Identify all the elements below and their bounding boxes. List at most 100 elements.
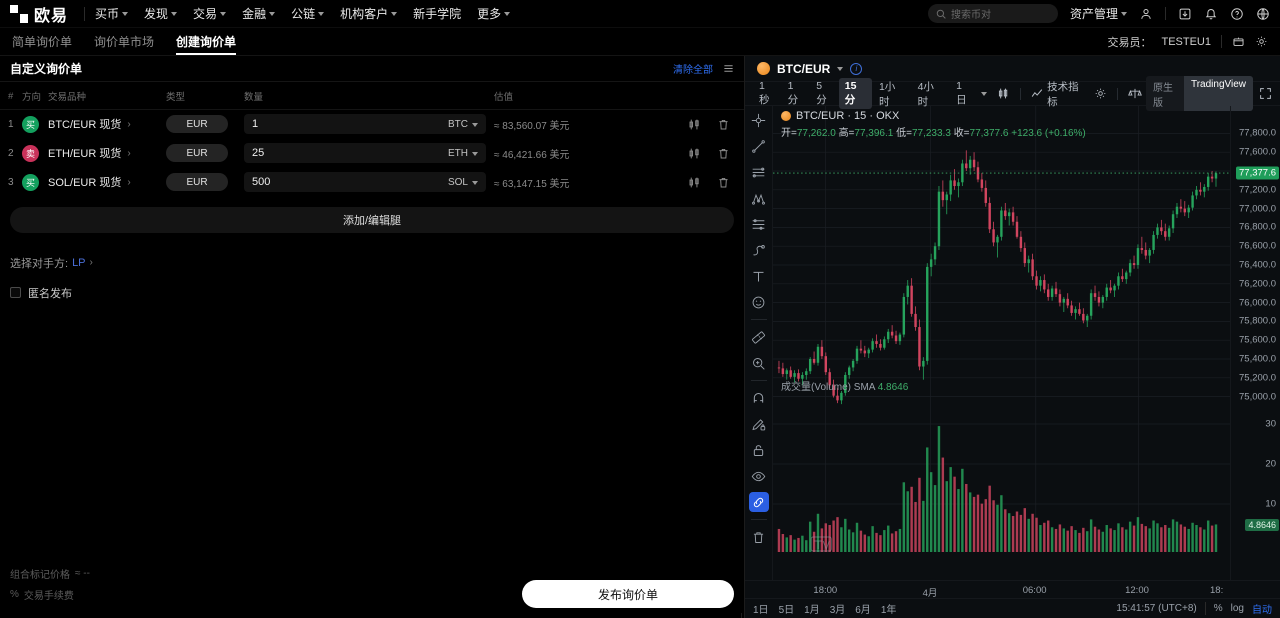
horizontal-lines-tool-icon[interactable] [749,162,769,182]
nav-item-more[interactable]: 更多 [477,5,511,22]
lock-icon[interactable] [749,440,769,460]
clear-all-button[interactable]: 清除全部 [673,65,713,76]
range-6m[interactable]: 6月 [855,605,871,616]
row-symbol[interactable]: BTC/EUR 现货 › [48,110,166,139]
chevron-down-icon[interactable] [980,91,987,96]
range-1m[interactable]: 1月 [804,605,820,616]
delete-row-icon[interactable] [717,118,730,131]
nav-item-institutional[interactable]: 机构客户 [340,5,398,22]
range-5d[interactable]: 5日 [778,605,795,616]
table-row[interactable]: 1 买 BTC/EUR 现货 › EUR [0,110,744,139]
add-edit-leg-button[interactable]: 添加/编辑腿 [10,206,734,233]
object-tree-link-icon[interactable] [748,492,769,512]
nav-item-finance[interactable]: 金融 [242,5,276,22]
chevron-down-icon[interactable] [837,67,844,71]
hide-drawings-eye-icon[interactable] [749,466,769,486]
scale-log-button[interactable]: log [1230,603,1244,614]
publish-rfq-button[interactable]: 发布询价单 [522,580,734,608]
compare-icon[interactable] [1125,85,1145,102]
user-icon[interactable] [1139,7,1153,21]
price-axis[interactable]: 77,800.077,600.077,400.077,200.077,000.0… [1230,106,1280,580]
view-mode-tradingview[interactable]: TradingView [1183,76,1253,111]
row-side[interactable]: 买 [22,110,48,139]
search-input[interactable]: 搜索币对 [927,4,1058,23]
globe-icon[interactable] [1256,7,1270,21]
menu-icon[interactable] [723,63,734,74]
timeframe-1h[interactable]: 1小时 [878,80,896,108]
candlestick-chart-icon[interactable] [688,176,701,189]
table-row[interactable]: 3 买 SOL/EUR 现货 › EUR [0,168,744,197]
nav-item-discover[interactable]: 发现 [144,5,178,22]
view-mode-native[interactable]: 原生版 [1153,82,1173,109]
timeframe-5m[interactable]: 5分 [816,80,827,106]
row-side[interactable]: 买 [22,168,48,197]
brand-logo[interactable]: 欧易 [10,2,68,26]
chart-type-icon[interactable] [994,85,1013,102]
pitchfork-tool-icon[interactable] [749,188,769,208]
download-icon[interactable] [1178,7,1192,21]
table-row[interactable]: 2 卖 ETH/EUR 现货 › EUR [0,139,744,168]
nav-item-buy[interactable]: 买币 [95,5,129,22]
checkbox-icon[interactable] [10,287,21,298]
tab-rfq-market[interactable]: 询价单市场 [94,28,154,55]
chart-settings-gear-icon[interactable] [1091,85,1110,102]
info-icon[interactable]: i [850,62,863,75]
timeframe-15m[interactable]: 15分 [838,78,872,109]
nav-item-academy[interactable]: 新手学院 [413,5,461,22]
quantity-unit-select[interactable]: SOL [448,177,478,188]
anonymous-publish-checkbox[interactable]: 匿名发布 [10,285,744,301]
resize-handle[interactable] [734,608,743,618]
bell-icon[interactable] [1204,7,1218,21]
row-type[interactable]: EUR [166,139,244,168]
row-type[interactable]: EUR [166,110,244,139]
range-1d[interactable]: 1日 [753,605,769,616]
quantity-unit-select[interactable]: ETH [448,148,478,159]
indicators-button[interactable]: 技术指标 [1028,77,1090,111]
row-symbol[interactable]: SOL/EUR 现货 › [48,168,166,197]
fullscreen-icon[interactable] [1259,87,1272,100]
quantity-unit-select[interactable]: BTC [448,119,478,130]
counterparty-selector[interactable]: 选择对手方: LP › [10,255,744,271]
row-quantity[interactable]: 500 SOL [244,168,494,197]
timeframe-1m[interactable]: 1分 [787,80,799,106]
row-side[interactable]: 卖 [22,139,48,168]
timeframe-1d[interactable]: 1日 [956,80,967,106]
text-tool-icon[interactable] [749,266,769,286]
view-mode-toggle[interactable]: 原生版 TradingView [1146,76,1253,111]
tab-simple-rfq[interactable]: 简单询价单 [12,28,72,55]
range-1y[interactable]: 1年 [880,605,897,616]
assets-management-menu[interactable]: 资产管理 [1070,5,1127,22]
trend-line-tool-icon[interactable] [749,136,769,156]
nav-item-trade[interactable]: 交易 [193,5,227,22]
row-quantity[interactable]: 1 BTC [244,110,494,139]
range-3m[interactable]: 3月 [829,605,846,616]
delete-row-icon[interactable] [717,176,730,189]
emoji-tool-icon[interactable] [749,292,769,312]
timeframe-1s[interactable]: 1秒 [759,80,770,106]
quantity-input[interactable]: 500 SOL [244,172,486,192]
row-symbol[interactable]: ETH/EUR 现货 › [48,139,166,168]
time-axis[interactable]: 18:00 4月 06:00 12:00 18: [745,580,1280,599]
row-type[interactable]: EUR [166,168,244,197]
measure-ruler-icon[interactable] [749,327,769,347]
drawing-lock-pencil-icon[interactable] [749,414,769,434]
crosshair-tool-icon[interactable] [749,110,769,130]
candlestick-chart-icon[interactable] [688,147,701,160]
brush-tool-icon[interactable] [749,240,769,260]
tab-create-rfq[interactable]: 创建询价单 [176,28,237,55]
row-quantity[interactable]: 25 ETH [244,139,494,168]
quantity-input[interactable]: 1 BTC [244,114,486,135]
candlestick-chart-icon[interactable] [688,118,701,131]
fib-retracement-tool-icon[interactable] [749,214,769,234]
help-icon[interactable] [1230,7,1244,21]
magnet-icon[interactable] [749,388,769,408]
price-plot[interactable]: BTC/EUR · 15 · OKX 开=77,262.0 高=77,396.1… [773,106,1230,580]
nav-item-chain[interactable]: 公链 [291,5,325,22]
timeframe-4h[interactable]: 4小时 [917,80,934,108]
scale-percent-button[interactable]: % [1213,603,1223,614]
zoom-tool-icon[interactable] [749,353,769,373]
quantity-input[interactable]: 25 ETH [244,143,486,163]
scale-auto-button[interactable]: 自动 [1252,605,1272,616]
remove-drawings-trash-icon[interactable] [749,527,769,547]
gear-icon[interactable] [1255,35,1268,48]
